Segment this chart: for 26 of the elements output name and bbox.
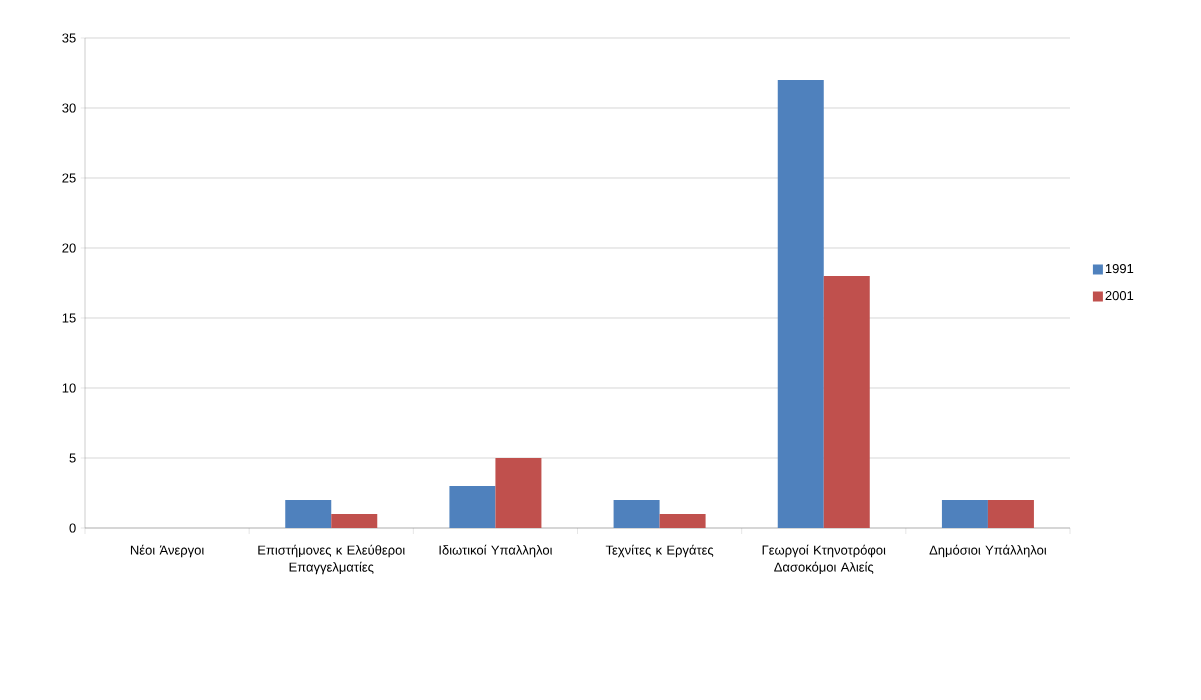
bar <box>495 458 542 528</box>
x-tick-label: Ιδιωτικοί Υπαλληλοι <box>439 544 553 558</box>
y-tick-label: 15 <box>62 313 76 323</box>
bar <box>659 514 706 528</box>
x-tick-label: Νέοι Άνεργοι <box>130 544 204 558</box>
bar <box>777 80 824 528</box>
y-tick-label: 35 <box>62 33 76 43</box>
legend-label: 1991 <box>1105 263 1134 274</box>
x-tick-label: Γεωργοί Κτηνοτρόφοι Δασοκόμοι Αλιείς <box>762 544 886 575</box>
bar <box>987 500 1034 528</box>
y-tick-label: 25 <box>62 173 76 183</box>
bar <box>941 500 988 528</box>
legend-label: 2001 <box>1105 290 1134 301</box>
y-tick-label: 5 <box>69 453 76 463</box>
x-tick-label: Δημόσιοι Υπάλληλοι <box>929 544 1047 558</box>
y-tick-label: 0 <box>69 523 76 533</box>
bar <box>823 276 870 528</box>
x-tick-label: Επιστήμονες κ Ελεύθεροι Επαγγελματίες <box>258 544 405 575</box>
y-tick-label: 10 <box>62 383 76 393</box>
bar <box>285 500 332 528</box>
bar <box>449 486 496 528</box>
x-tick-label: Τεχνίτες κ Εργάτες <box>605 544 714 558</box>
bar <box>331 514 378 528</box>
bar <box>613 500 660 528</box>
y-tick-label: 30 <box>62 103 76 113</box>
y-tick-label: 20 <box>62 243 76 253</box>
